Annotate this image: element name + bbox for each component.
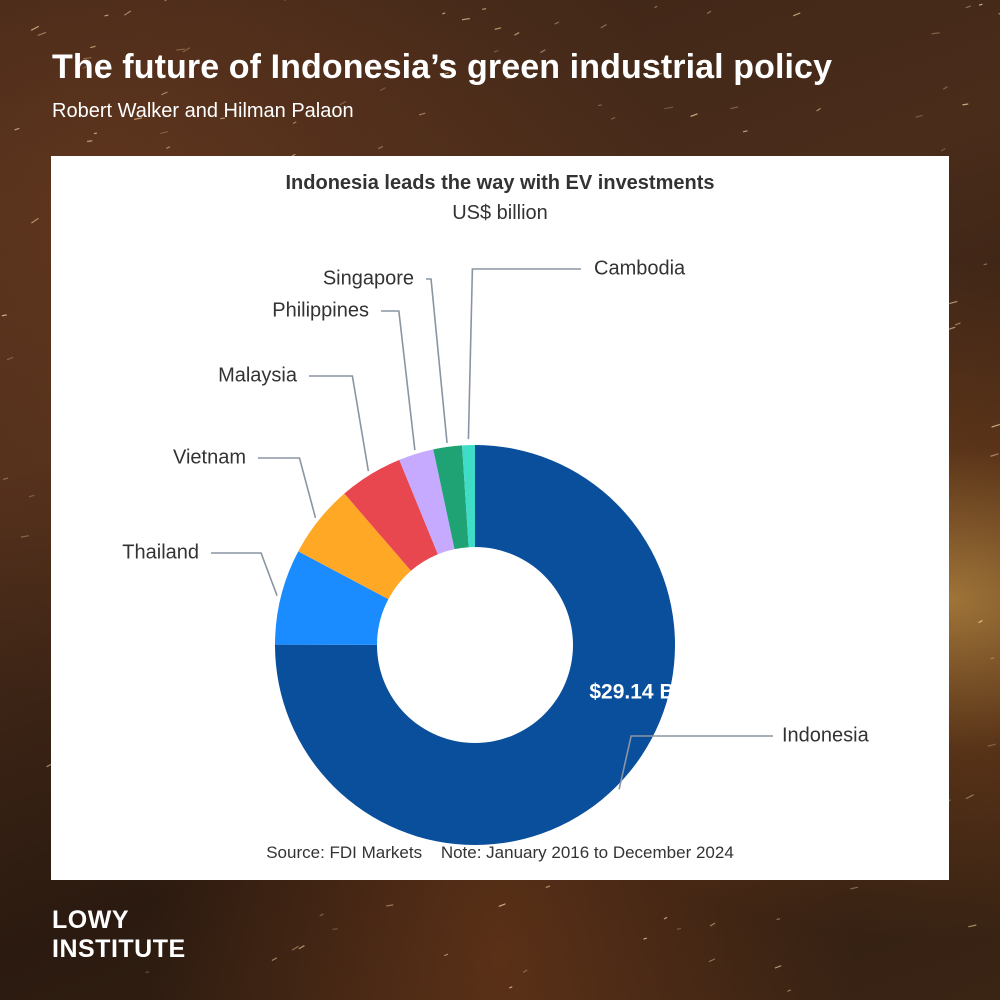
label-group-philippines: Philippines <box>272 299 416 451</box>
label-group-indonesia: Indonesia <box>618 724 870 790</box>
category-label: Philippines <box>272 299 369 321</box>
slice-indonesia <box>274 445 676 845</box>
leader-line <box>258 457 317 519</box>
slice-thailand <box>275 551 389 645</box>
category-label: Malaysia <box>218 364 298 386</box>
logo-line-1: LOWY <box>52 906 129 934</box>
leader-line <box>426 278 448 444</box>
category-label: Vietnam <box>173 446 246 468</box>
category-label: Indonesia <box>782 724 870 746</box>
chart-footnote: Source: FDI Markets Note: January 2016 t… <box>51 843 949 863</box>
date-note: Note: January 2016 to December 2024 <box>440 843 734 862</box>
leader-line <box>381 310 416 451</box>
authors: Robert Walker and Hilman Palaon <box>52 100 354 122</box>
page-title: The future of Indonesia’s green industri… <box>52 48 833 86</box>
slice-cambodia <box>462 445 475 548</box>
logo-line-2: INSTITUTE <box>52 935 186 963</box>
chart-unit: US$ billion <box>452 202 548 224</box>
label-group-cambodia: Cambodia <box>467 257 686 440</box>
lowy-institute-logo: LOWY INSTITUTE <box>52 906 186 964</box>
category-label: Cambodia <box>594 257 686 279</box>
chart-card: Indonesia leads the way with EV investme… <box>51 156 949 880</box>
slice-vietnam <box>298 493 411 600</box>
leader-line <box>309 375 370 472</box>
category-label: Thailand <box>122 541 199 563</box>
label-group-malaysia: Malaysia <box>218 364 370 472</box>
data-label: $29.14 B <box>589 681 674 704</box>
source-note: Source: FDI Markets <box>266 843 423 862</box>
label-group-thailand: Thailand <box>122 541 278 596</box>
slice-singapore <box>433 445 469 550</box>
category-label: Singapore <box>323 267 414 289</box>
leader-line <box>211 552 278 596</box>
leader-line <box>467 268 581 440</box>
slice-malaysia <box>344 459 438 571</box>
label-group-singapore: Singapore <box>323 267 448 444</box>
slice-philippines <box>399 449 455 555</box>
leader-line <box>618 735 773 790</box>
label-group-vietnam: Vietnam <box>173 446 317 519</box>
donut-chart: Indonesia $29.14 B Thailand Vietnam Malaysia… <box>122 257 870 845</box>
chart-title: Indonesia leads the way with EV investme… <box>285 172 715 194</box>
